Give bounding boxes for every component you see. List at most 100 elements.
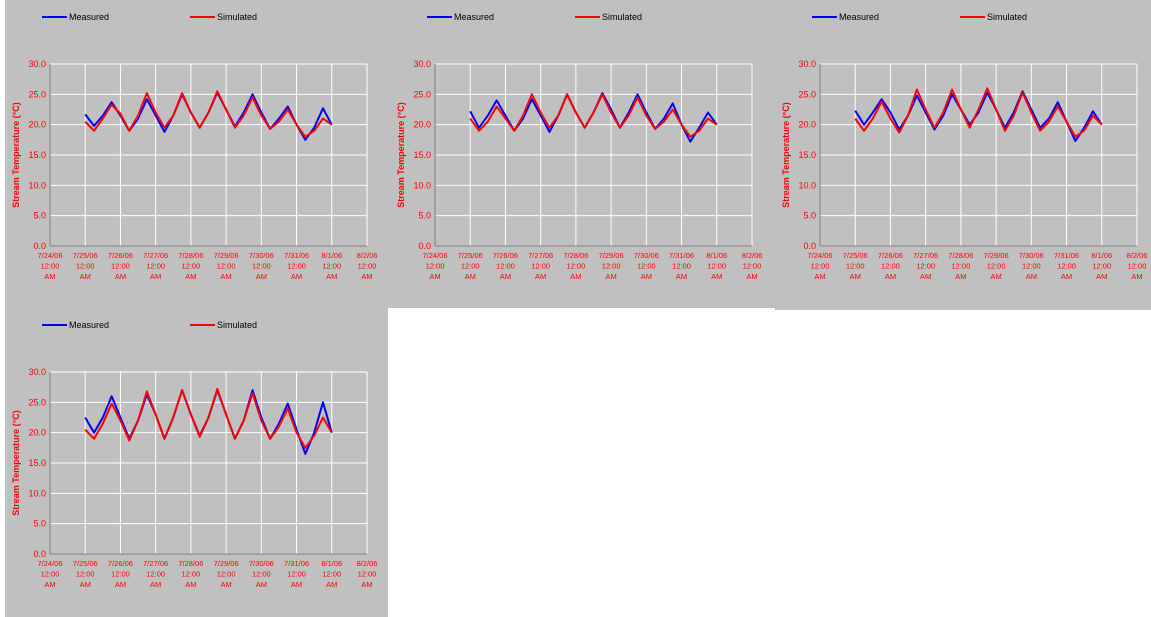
y-tick-label: 15.0 [28,150,46,160]
x-tick-label-line: 12:00 [217,570,236,579]
x-tick-label-line: 7/24/06 [807,251,832,260]
x-tick-label: 7/31/06 12:00 AM [1054,251,1079,281]
x-tick-label-line: 8/2/06 [742,251,763,260]
y-tick-label: 30.0 [28,59,46,69]
x-tick-label: 7/24/06 12:00 AM [37,559,62,589]
x-tick-label: 7/29/06 12:00 AM [214,251,239,281]
x-tick-label-line: 7/24/06 [422,251,447,260]
chart-panel: 0.05.010.015.020.025.030.07/24/06 12:00 AM… [775,0,1151,310]
x-tick-label-line: AM [1026,272,1037,281]
y-tick-label: 10.0 [28,180,46,190]
y-tick-label: 0.0 [33,241,46,251]
x-tick-label-line: AM [326,272,337,281]
x-tick-label-line: AM [641,272,652,281]
x-tick-label-line: 12:00 [846,262,865,271]
x-tick-label: 7/31/06 12:00 AM [284,251,309,281]
x-tick-label-line: AM [185,580,196,589]
x-tick-label-line: AM [1096,272,1107,281]
x-tick-label-line: 7/27/06 [143,559,168,568]
x-tick-label: 8/2/06 12:00 AM [742,251,763,281]
x-tick-label-line: 7/25/06 [458,251,483,260]
x-tick-label: 7/28/06 12:00 AM [563,251,588,281]
y-axis-label: Stream Temperature (°C) [396,102,406,207]
x-tick-label-line: 7/27/06 [143,251,168,260]
x-tick-label-line: 7/26/06 [878,251,903,260]
x-tick-label-line: 8/2/06 [357,559,378,568]
x-tick-label-line: 12:00 [566,262,585,271]
x-tick-label: 7/26/06 12:00 AM [878,251,903,281]
x-tick-label-line: 12:00 [181,570,200,579]
x-tick-label-line: 7/31/06 [669,251,694,260]
panel-background [390,0,775,308]
x-tick-label-line: 8/1/06 [706,251,727,260]
x-tick-label-line: AM [885,272,896,281]
y-tick-label: 10.0 [413,180,431,190]
x-tick-label-line: 7/29/06 [214,559,239,568]
x-tick-label-line: 12:00 [496,262,515,271]
x-tick-label-line: 7/31/06 [1054,251,1079,260]
x-tick-label-line: 7/28/06 [948,251,973,260]
x-tick-label-line: AM [291,580,302,589]
x-tick-label-line: AM [1061,272,1072,281]
x-tick-label: 7/25/06 12:00 AM [458,251,483,281]
x-tick-label-line: AM [850,272,861,281]
x-tick-label: 8/1/06 12:00 AM [321,251,342,281]
x-tick-label: 8/2/06 12:00 AM [357,251,378,281]
x-tick-label-line: 7/28/06 [178,251,203,260]
x-tick-label: 7/28/06 12:00 AM [178,559,203,589]
x-tick-label-line: AM [429,272,440,281]
x-tick-label: 7/25/06 12:00 AM [73,559,98,589]
x-tick-label-line: 12:00 [743,262,762,271]
y-axis-label: Stream Temperature (°C) [11,102,21,207]
x-tick-label-line: 12:00 [252,262,271,271]
x-tick-label: 7/24/06 12:00 AM [807,251,832,281]
x-tick-label-line: 12:00 [637,262,656,271]
series-line [469,93,718,138]
x-tick-label-line: AM [220,272,231,281]
x-tick-label-line: AM [291,272,302,281]
x-tick-label-line: 12:00 [1022,262,1041,271]
x-tick-label-line: 8/1/06 [321,559,342,568]
x-tick-label: 7/30/06 12:00 AM [634,251,659,281]
x-tick-label-line: 12:00 [252,570,271,579]
x-tick-label-line: AM [1131,272,1142,281]
series-line [84,387,333,449]
x-tick-label-line: 7/24/06 [37,251,62,260]
y-tick-label: 5.0 [33,211,46,221]
x-tick-label-line: 12:00 [531,262,550,271]
x-tick-label: 7/24/06 12:00 AM [37,251,62,281]
x-tick-label-line: AM [326,580,337,589]
chart-panel: 0.05.010.015.020.025.030.07/24/06 12:00 AM… [390,0,775,308]
x-tick-label-line: 8/1/06 [1091,251,1112,260]
x-tick-label: 7/26/06 12:00 AM [108,251,133,281]
y-axis-label: Stream Temperature (°C) [11,410,21,515]
x-tick-label: 7/28/06 12:00 AM [948,251,973,281]
x-tick-label-line: 12:00 [146,262,165,271]
y-tick-label: 20.0 [28,120,46,130]
x-tick-label-line: 7/25/06 [73,251,98,260]
x-tick-label-line: 12:00 [111,570,130,579]
x-tick-label-line: AM [115,272,126,281]
x-tick-label-line: AM [500,272,511,281]
x-tick-label-line: AM [920,272,931,281]
x-tick-label-line: AM [465,272,476,281]
x-tick-label-line: AM [220,580,231,589]
x-tick-label: 7/28/06 12:00 AM [178,251,203,281]
x-tick-label-line: 12:00 [951,262,970,271]
legend-label: Measured [839,12,879,22]
x-tick-label-line: 7/26/06 [108,559,133,568]
x-tick-label-line: 7/28/06 [178,559,203,568]
y-tick-label: 20.0 [28,428,46,438]
x-tick-label-line: 8/2/06 [1127,251,1148,260]
x-tick-label-line: 7/31/06 [284,251,309,260]
x-tick-label-line: 7/28/06 [563,251,588,260]
x-tick-label: 7/27/06 12:00 AM [528,251,553,281]
x-tick-label: 8/2/06 12:00 AM [1127,251,1148,281]
y-tick-label: 0.0 [418,241,431,251]
series-line [854,87,1103,138]
y-axis-label: Stream Temperature (°C) [781,102,791,207]
x-tick-label-line: 12:00 [111,262,130,271]
x-tick-label-line: 7/26/06 [108,251,133,260]
x-tick-label-line: 7/30/06 [634,251,659,260]
x-tick-label-line: 12:00 [811,262,830,271]
